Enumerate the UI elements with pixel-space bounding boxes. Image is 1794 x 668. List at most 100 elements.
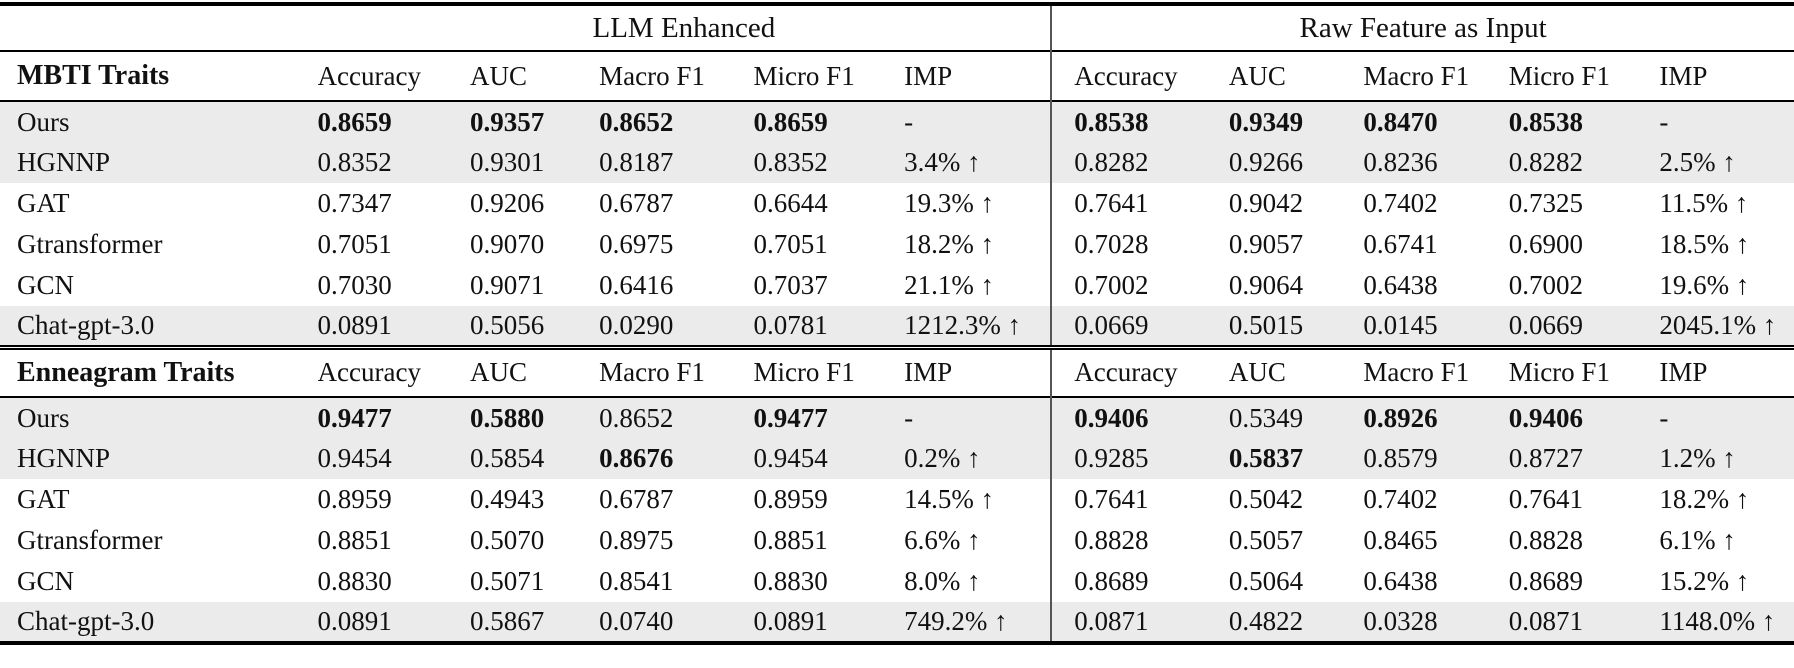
imp-value: 1.2% ↑ [1659,443,1736,473]
metric-value: 0.7402 [1363,188,1438,218]
imp-value: 18.2% ↑ [904,229,995,259]
row-label: GAT [17,484,70,514]
metric-value: 0.6438 [1363,270,1438,300]
metric-value: 0.6787 [599,484,674,514]
metric-value: 0.8538 [1050,101,1229,142]
column-header-imp-raw: IMP [1659,60,1708,91]
metric-value: 0.8959 [753,484,828,514]
row-label: GCN [17,566,75,596]
column-header-macro-f1-raw: Macro F1 [1363,357,1470,388]
metric-value: 0.7051 [753,229,828,259]
metric-value: 0.9406 [1050,397,1229,438]
metric-value: 0.7002 [1508,270,1583,300]
metric-value: 0.8828 [1508,525,1583,555]
metric-value: 0.0328 [1363,606,1438,636]
metric-value: 0.7325 [1508,188,1583,218]
table-row-gtransformer: Gtransformer 0.7051 0.9070 0.6975 0.7051 18.2… [0,224,1794,265]
row-label: HGNNP [17,147,111,177]
table-row-hgnnp: HGNNP 0.9454 0.5854 0.8676 0.9454 0.2% ↑ 0.928… [0,438,1794,479]
metric-value: 0.8579 [1363,443,1438,473]
column-header-accuracy-raw: Accuracy [1050,51,1229,101]
row-label: GAT [17,188,70,218]
metric-value: 0.5867 [470,606,545,636]
metric-value: 0.9206 [470,188,545,218]
metric-value: 0.9357 [470,106,545,137]
column-header-imp-llm: IMP [904,357,953,388]
metric-value: 0.8689 [1050,561,1229,602]
row-label: HGNNP [17,443,111,473]
metric-value: 0.9285 [1050,438,1229,479]
metric-value: 0.6900 [1508,229,1583,259]
column-header-accuracy-llm: Accuracy [317,357,421,388]
table-row-gat: GAT 0.8959 0.4943 0.6787 0.8959 14.5% ↑ 0.7641… [0,479,1794,520]
metric-value: 0.7037 [753,270,828,300]
metric-value: 0.6438 [1363,566,1438,596]
imp-value: 0.2% ↑ [904,443,981,473]
metric-value: 0.9454 [753,443,828,473]
metric-value: 0.8541 [599,566,674,596]
metric-value: 0.6644 [753,188,828,218]
metric-value: 0.9349 [1228,106,1304,137]
section-title-mbti-traits: MBTI Traits [17,60,170,91]
imp-value: 6.6% ↑ [904,525,981,555]
metric-value: 0.8828 [1050,520,1229,561]
metric-value: 0.9301 [470,147,545,177]
metric-value: 0.8830 [753,566,828,596]
metric-value: 0.0290 [599,309,674,340]
imp-value: 2.5% ↑ [1659,147,1736,177]
metric-value: 0.8830 [317,566,392,596]
metric-value: 0.9454 [317,443,392,473]
table-row-gat: GAT 0.7347 0.9206 0.6787 0.6644 19.3% ↑ 0.7641… [0,183,1794,224]
metric-value: 0.0145 [1363,309,1438,340]
metric-value: 0.0669 [1508,309,1583,340]
metric-value: 0.8975 [599,525,674,555]
table-row-ours: Ours 0.9477 0.5880 0.8652 0.9477-0.9406 0.534… [0,397,1794,438]
metric-value: 0.9064 [1228,270,1304,300]
group-header-raw-feature: Raw Feature as Input [1050,4,1794,51]
section-header-row-enneagram-traits: Enneagram Traits Accuracy AUC Macro F1 Micro… [0,347,1794,397]
group-header-llm-enhanced: LLM Enhanced [592,11,776,44]
table-row-gcn: GCN 0.8830 0.5071 0.8541 0.8830 8.0% ↑ 0.8689 0… [0,561,1794,602]
group-header-spacer [0,4,318,51]
metric-value: 0.0891 [317,309,392,340]
metric-value: 0.7402 [1363,484,1438,514]
imp-value: 18.5% ↑ [1659,229,1750,259]
metric-value: 0.8470 [1363,106,1438,137]
metric-value: 0.0669 [1050,306,1229,347]
metric-value: 0.9266 [1228,147,1304,177]
row-label: Chat-gpt-3.0 [17,309,155,340]
metric-value: 0.8851 [753,525,828,555]
row-label: Gtransformer [17,229,163,259]
column-header-accuracy-llm: Accuracy [317,60,421,91]
metric-value: 0.0871 [1508,606,1583,636]
metric-value: 0.8851 [317,525,392,555]
metric-value: 0.8652 [599,402,674,433]
metric-value: 0.8538 [1508,106,1583,137]
imp-value: 15.2% ↑ [1659,566,1750,596]
table-row-hgnnp: HGNNP 0.8352 0.9301 0.8187 0.8352 3.4% ↑ 0.828… [0,142,1794,183]
column-header-auc-raw: AUC [1228,357,1286,388]
metric-value: 0.7002 [1050,265,1229,306]
metric-value: 0.7051 [317,229,392,259]
metric-value: 0.8959 [317,484,392,514]
column-header-accuracy-raw: Accuracy [1050,347,1229,397]
imp-value: 749.2% ↑ [904,606,1008,636]
metric-value: 0.5056 [470,309,545,340]
table-row-chat-gpt-3-0: Chat-gpt-3.0 0.0891 0.5867 0.0740 0.0891 749.… [0,602,1794,643]
metric-value: 0.4822 [1228,606,1304,636]
row-label: Chat-gpt-3.0 [17,606,155,636]
metric-value: 0.9477 [317,402,392,433]
row-label: Gtransformer [17,525,163,555]
imp-value: 14.5% ↑ [904,484,995,514]
column-header-imp-raw: IMP [1659,357,1708,388]
column-header-macro-f1-llm: Macro F1 [599,60,705,91]
metric-value: 0.5042 [1228,484,1304,514]
metric-value: 0.0871 [1050,602,1229,643]
metric-value: 0.8282 [1050,142,1229,183]
imp-value: - [904,402,914,433]
column-header-auc-llm: AUC [470,60,528,91]
metric-value: 0.8652 [599,106,674,137]
column-header-micro-f1-raw: Micro F1 [1508,60,1610,91]
metric-value: 0.0740 [599,606,674,636]
results-table: LLM Enhanced Raw Feature as Input MBTI T… [0,2,1794,645]
